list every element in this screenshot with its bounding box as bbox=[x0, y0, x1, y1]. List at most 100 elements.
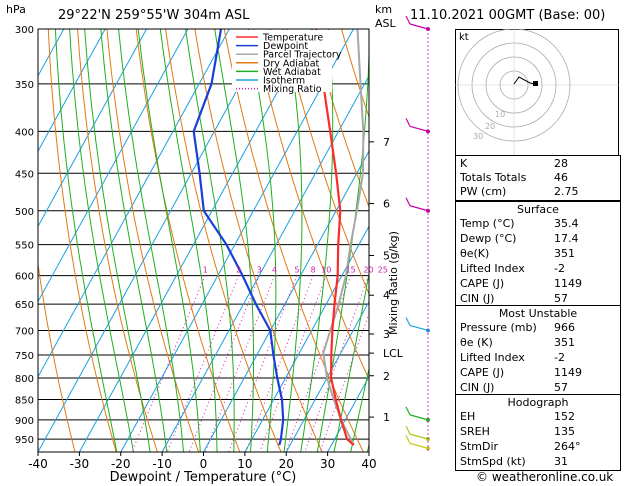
table-row: StmDir 264° bbox=[460, 440, 616, 455]
hodograph-title: kt bbox=[459, 32, 469, 43]
wet-adiabat-line bbox=[100, 29, 168, 452]
mixing-ratio-tick-label: 20 bbox=[363, 266, 373, 275]
wind-barb-flag bbox=[405, 435, 411, 444]
row-value: 135 bbox=[554, 425, 575, 438]
wet-adiabat-line bbox=[185, 29, 235, 452]
temperature-tick-label: -40 bbox=[28, 457, 48, 471]
isotherm-line bbox=[285, 300, 369, 452]
wet-adiabat-line bbox=[137, 29, 201, 452]
row-label: CAPE (J) bbox=[460, 366, 505, 379]
wet-adiabat-line bbox=[248, 29, 277, 452]
mixing-ratio-tick-label: 10 bbox=[321, 266, 331, 275]
row-label: PW (cm) bbox=[460, 185, 507, 198]
legend-label: Isotherm bbox=[263, 76, 305, 87]
isotherm-line bbox=[38, 29, 272, 452]
wind-barb bbox=[409, 205, 429, 212]
wet-adiabat-line bbox=[69, 29, 134, 452]
row-value: 57 bbox=[554, 292, 568, 305]
legend-label: Temperature bbox=[262, 33, 323, 44]
pressure-tick-label: 850 bbox=[15, 396, 34, 407]
pressure-tick-label: 600 bbox=[15, 272, 34, 283]
wet-adiabat-line bbox=[366, 442, 369, 452]
table-row: Temp (°C) 35.4 bbox=[460, 217, 616, 232]
mixing-ratio-tick-label: 2 bbox=[236, 266, 241, 275]
dry-adiabat-line bbox=[47, 29, 117, 452]
hodograph-ring-label: 10 bbox=[495, 110, 505, 119]
row-label: SREH bbox=[460, 425, 490, 438]
row-value: 46 bbox=[554, 171, 568, 184]
km-tick-label: 3 bbox=[383, 328, 390, 341]
dewpoint-line bbox=[192, 29, 285, 446]
wet-adiabat-line bbox=[350, 366, 369, 452]
surface-panel: Surface Temp (°C) 35.4 Dewp (°C) 17.4 θe… bbox=[455, 201, 621, 308]
wind-barb-flag bbox=[405, 425, 411, 435]
table-row: CAPE (J) 1149 bbox=[460, 277, 616, 292]
dry-adiabat-line bbox=[135, 29, 241, 452]
row-value: 57 bbox=[554, 381, 568, 394]
pressure-tick-label: 650 bbox=[15, 300, 34, 311]
index-panel: K 28 Totals Totals 46 PW (cm) 2.75 bbox=[455, 155, 621, 201]
isotherm-line bbox=[38, 29, 106, 153]
row-label: StmSpd (kt) bbox=[460, 455, 526, 468]
hodograph: kt 10 20 30 bbox=[455, 29, 619, 161]
row-label: K bbox=[460, 157, 468, 170]
hpa-label: hPa bbox=[6, 3, 26, 16]
temperature-tick-label: 0 bbox=[200, 457, 208, 471]
most-unstable-title: Most Unstable bbox=[498, 307, 578, 320]
wind-barb-flag bbox=[405, 317, 411, 326]
wind-barb-flag bbox=[405, 197, 411, 207]
surface-title: Surface bbox=[517, 203, 559, 216]
asl-label: ASL bbox=[375, 17, 396, 30]
isotherm-line bbox=[244, 225, 369, 452]
row-value: -2 bbox=[554, 351, 565, 364]
wind-barb-dot bbox=[426, 417, 430, 422]
table-row: θe(K) 351 bbox=[460, 247, 616, 262]
wind-barb-dot bbox=[426, 437, 430, 442]
temperature-tick-label: 20 bbox=[279, 457, 294, 471]
pressure-tick-label: 550 bbox=[15, 241, 34, 252]
temperature-tick-label: 10 bbox=[237, 457, 252, 471]
temperature-tick-label: -20 bbox=[111, 457, 131, 471]
km-tick-label: 4 bbox=[383, 289, 390, 302]
row-value: 17.4 bbox=[554, 232, 579, 245]
table-row: K 28 bbox=[460, 157, 616, 171]
km-tick-label: LCL bbox=[383, 347, 404, 360]
km-tick-label: 7 bbox=[383, 136, 390, 149]
mixing-ratio-tick-label: 15 bbox=[346, 266, 356, 275]
table-row: Dewp (°C) 17.4 bbox=[460, 232, 616, 247]
wind-barb-flag bbox=[405, 118, 411, 127]
mixing-ratio-line bbox=[166, 275, 240, 452]
mixing-ratio-tick-label: 4 bbox=[272, 266, 277, 275]
mixing-ratio-line bbox=[188, 275, 260, 452]
pressure-tick-label: 400 bbox=[15, 127, 34, 138]
hodograph-trace bbox=[513, 76, 536, 85]
dry-adiabat-line bbox=[106, 29, 200, 452]
row-label: Temp (°C) bbox=[460, 217, 515, 230]
row-value: 28 bbox=[554, 157, 568, 170]
wind-barb bbox=[409, 442, 429, 449]
pressure-tick-label: 950 bbox=[15, 435, 34, 446]
table-row: Totals Totals 46 bbox=[460, 171, 616, 185]
parcel-trajectory-line bbox=[322, 29, 365, 446]
credit-text: © weatheronline.co.uk bbox=[476, 470, 614, 484]
hodograph-table-title: Hodograph bbox=[507, 396, 569, 409]
index-table: K 28 Totals Totals 46 PW (cm) 2.75 bbox=[456, 156, 620, 200]
row-label: Lifted Index bbox=[460, 262, 525, 275]
wind-barb bbox=[409, 414, 429, 421]
row-value: 35.4 bbox=[554, 217, 579, 230]
legend-label: Dewpoint bbox=[263, 41, 308, 52]
row-label: CIN (J) bbox=[460, 381, 495, 394]
dry-adiabat-line bbox=[311, 29, 369, 209]
table-row: Lifted Index -2 bbox=[460, 262, 616, 277]
table-row: EH 152 bbox=[460, 410, 616, 425]
temperature-line bbox=[315, 29, 355, 446]
mixing-ratio-axis-label: Mixing Ratio (g/kg) bbox=[387, 231, 400, 335]
mixing-ratio-line bbox=[131, 275, 206, 452]
mixing-ratio-line bbox=[304, 275, 369, 452]
wind-barb-flag bbox=[405, 406, 411, 416]
wet-adiabat-line bbox=[84, 29, 151, 452]
table-row: StmSpd (kt) 31 bbox=[460, 455, 616, 470]
dry-adiabat-line bbox=[77, 29, 158, 452]
km-tick-label: 1 bbox=[383, 411, 390, 424]
